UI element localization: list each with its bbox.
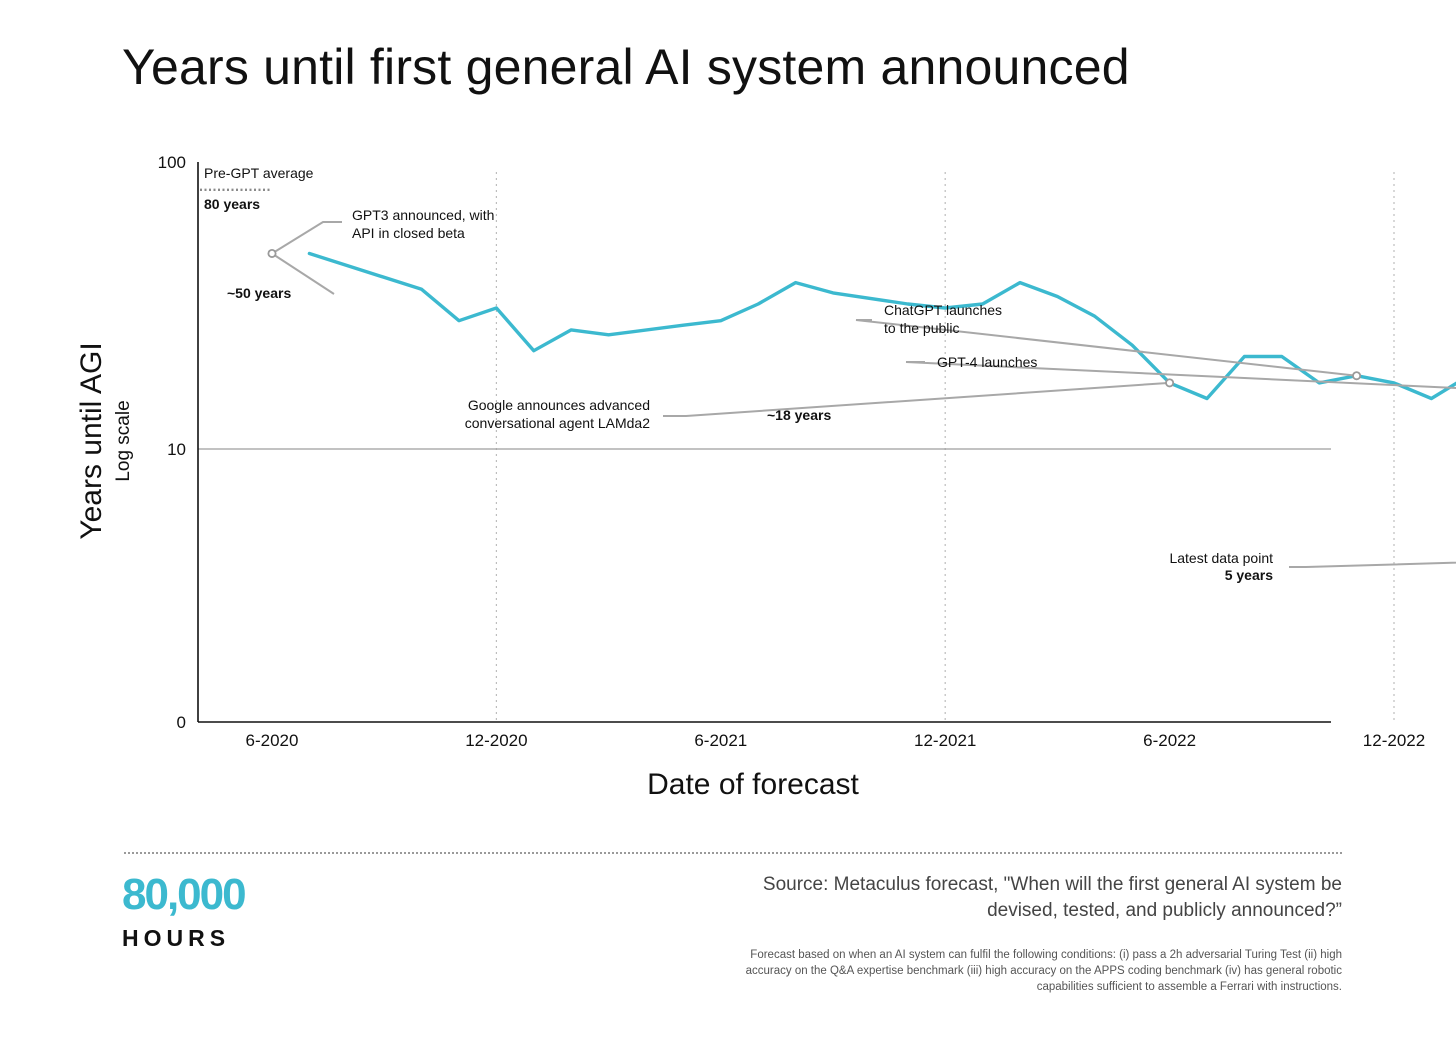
gpt4-leader xyxy=(905,361,1456,390)
x-tick-6-2022: 6-2022 xyxy=(1143,731,1196,750)
chart-title: Years until first general AI system anno… xyxy=(122,39,1130,95)
series-line xyxy=(307,251,1456,401)
pre-gpt-reference: Pre-GPT average 80 years xyxy=(200,165,314,212)
pre-gpt-label: Pre-GPT average xyxy=(204,165,314,181)
y-axis-label: Years until AGI xyxy=(75,342,108,539)
logo-word: HOURS xyxy=(122,925,231,951)
y-axis-sublabel: Log scale xyxy=(113,400,134,481)
y-tick-0: 0 xyxy=(177,713,186,732)
annotation-chatgpt: ChatGPT launches to the public xyxy=(884,302,1002,336)
source-text: Source: Metaculus forecast, "When will t… xyxy=(762,874,1342,921)
lamda-marker xyxy=(1165,378,1175,388)
annotations: GPT3 announced, with API in closed beta ~5… xyxy=(227,207,1456,583)
grid-lines xyxy=(198,172,1395,722)
annotation-latest: Latest data point xyxy=(1169,550,1273,566)
axes xyxy=(197,162,1331,723)
annotation-50-years: ~50 years xyxy=(227,285,291,301)
chatgpt-leader xyxy=(855,319,1357,377)
annotation-gpt3: GPT3 announced, with API in closed beta xyxy=(352,207,494,241)
y-tick-10: 10 xyxy=(167,440,186,459)
annotation-5-years: 5 years xyxy=(1225,567,1273,583)
chatgpt-marker xyxy=(1352,371,1362,381)
x-tick-12-2021: 12-2021 xyxy=(914,731,976,750)
x-tick-6-2020: 6-2020 xyxy=(246,731,299,750)
x-tick-12-2020: 12-2020 xyxy=(465,731,527,750)
latest-leader xyxy=(1289,561,1456,568)
gpt3-leader xyxy=(271,221,342,255)
series-layer xyxy=(307,251,1456,401)
lamda-leader xyxy=(663,381,1170,417)
x-tick-labels: 6-202012-20206-202112-20216-202212-20226… xyxy=(246,731,1426,750)
annotation-lamda: Google announces advanced conversational … xyxy=(465,397,650,431)
gpt3-marker xyxy=(267,248,277,258)
brand-logo: 80,000 HOURS xyxy=(122,870,247,954)
footnote-text: Forecast based on when an AI system can … xyxy=(745,949,1342,993)
x-axis-label: Date of forecast xyxy=(647,768,859,801)
y-tick-100: 100 xyxy=(158,153,186,172)
pre-gpt-value: 80 years xyxy=(204,196,260,212)
logo-number: 80,000 xyxy=(122,870,247,919)
annotation-gpt4: GPT-4 launches xyxy=(937,354,1037,370)
x-tick-12-2022: 12-2022 xyxy=(1363,731,1425,750)
annotation-18-years: ~18 years xyxy=(767,407,831,423)
x-tick-6-2021: 6-2021 xyxy=(694,731,747,750)
footer-divider xyxy=(124,852,1342,854)
gpt3-drop-leader xyxy=(271,252,335,295)
